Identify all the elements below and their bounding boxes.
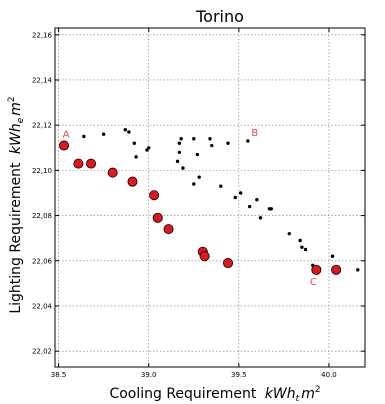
x-tick-label: 38.5 xyxy=(51,371,67,379)
pareto-point xyxy=(59,140,70,151)
scatter-point xyxy=(192,137,196,141)
scatter-point xyxy=(233,195,237,200)
axis-ticks: 38.5 39.0 39.5 40.0 22,02 22,04 22,06 22,08 22,1… xyxy=(32,28,365,379)
x-tick-label: 39.5 xyxy=(231,371,247,379)
annotation-label: C xyxy=(310,277,317,288)
x-tick-label: 39.0 xyxy=(141,371,157,379)
x-tick-label: 40.0 xyxy=(321,371,337,379)
scatter-point xyxy=(177,150,182,154)
scatter-point xyxy=(82,134,86,139)
scatter-point xyxy=(195,152,200,157)
pareto-point xyxy=(311,264,322,275)
scatter-point xyxy=(101,132,106,136)
y-tick-label: 22,12 xyxy=(32,122,52,130)
scatter-point xyxy=(246,139,250,143)
scatter-point xyxy=(226,141,230,145)
scatter-point xyxy=(298,238,302,243)
x-axis-label: Cooling Requirement kWht m2 xyxy=(109,385,320,404)
pareto-point xyxy=(331,264,342,275)
x-axis-unit-sup: 2 xyxy=(315,385,321,395)
scatter-point xyxy=(208,137,212,141)
scatter-point xyxy=(219,184,223,188)
y-tick-label: 22,16 xyxy=(32,31,53,39)
data-points xyxy=(59,128,360,275)
pareto-point xyxy=(107,167,118,178)
y-axis-label: Lighting Requirement kWhem2 xyxy=(7,96,26,313)
x-axis-unit-base: kWh xyxy=(265,386,296,402)
y-tick-label: 22,08 xyxy=(32,212,52,220)
pareto-point xyxy=(86,158,97,169)
pareto-point xyxy=(223,258,234,269)
scatter-point xyxy=(255,198,259,202)
scatter-point xyxy=(177,141,182,145)
scatter-point xyxy=(300,245,304,249)
scatter-point xyxy=(179,137,183,141)
scatter-point xyxy=(197,175,201,179)
x-axis-label-text: Cooling Requirement xyxy=(109,386,256,402)
scatter-point xyxy=(132,141,137,145)
y-axis-unit-sub: e xyxy=(16,117,26,123)
x-axis-unit-tail: m xyxy=(301,386,315,402)
y-tick-label: 22,14 xyxy=(32,76,53,84)
annotations: A B C xyxy=(63,128,317,288)
scatter-point xyxy=(127,130,131,134)
plot-area xyxy=(54,27,366,368)
y-tick-label: 22,04 xyxy=(32,302,53,310)
chart-title: Torino xyxy=(195,7,244,26)
scatter-point xyxy=(258,216,263,220)
pareto-point xyxy=(199,251,210,262)
pareto-point xyxy=(149,190,160,201)
x-axis-unit-sub: t xyxy=(296,394,300,404)
pareto-point xyxy=(127,176,138,187)
scatter-point xyxy=(192,182,196,186)
y-axis-unit-tail: m xyxy=(8,102,24,116)
scatter-point xyxy=(147,146,151,150)
scatter-point xyxy=(210,143,214,148)
y-axis-unit-sup: 2 xyxy=(7,96,17,102)
y-axis-label-text: Lighting Requirement xyxy=(8,162,24,314)
pareto-point xyxy=(73,158,84,169)
scatter-point xyxy=(175,159,180,164)
y-tick-label: 22,06 xyxy=(32,257,53,265)
y-tick-label: 22,10 xyxy=(32,167,52,175)
annotation-label: B xyxy=(251,128,258,139)
pareto-point xyxy=(163,224,174,235)
scatter-point xyxy=(123,128,127,132)
scatter-point xyxy=(181,166,185,170)
scatter-point xyxy=(356,268,360,272)
pareto-point xyxy=(152,212,163,223)
scatter-point xyxy=(134,155,138,159)
scatter-point xyxy=(238,191,243,195)
annotation-label: A xyxy=(63,130,70,141)
scatter-point xyxy=(247,204,252,209)
y-tick-label: 22,02 xyxy=(32,348,52,356)
scatter-point xyxy=(145,148,149,152)
y-axis-unit-base: kWh xyxy=(8,123,24,154)
grid-lines xyxy=(55,28,365,367)
scatter-point xyxy=(269,207,273,211)
scatter-point xyxy=(287,231,292,236)
scatter-point xyxy=(330,254,335,258)
scatter-point xyxy=(303,247,308,252)
